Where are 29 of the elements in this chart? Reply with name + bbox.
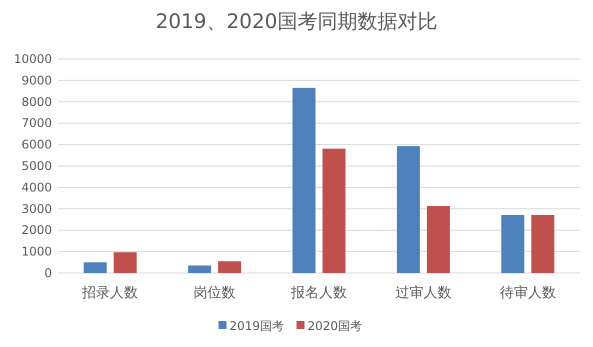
x-tick-label: 岗位数 bbox=[194, 285, 236, 301]
bar bbox=[322, 148, 346, 273]
y-tick-label: 7000 bbox=[21, 116, 52, 130]
bar bbox=[292, 88, 316, 273]
title: 2019、2020国考同期数据对比 bbox=[156, 9, 438, 33]
bar bbox=[426, 206, 450, 273]
bar bbox=[531, 215, 554, 273]
y-tick-label: 0 bbox=[44, 266, 52, 280]
y-tick-label: 8000 bbox=[21, 94, 52, 109]
bar bbox=[84, 262, 107, 273]
bar bbox=[501, 215, 524, 273]
y-tick-label: 5000 bbox=[21, 159, 52, 173]
y-tick-label: 4000 bbox=[21, 180, 52, 194]
bar bbox=[188, 266, 212, 273]
bar bbox=[114, 252, 137, 273]
x-tick-label: 报名人数 bbox=[290, 285, 347, 301]
bar bbox=[396, 146, 420, 273]
y-tick-label: 6000 bbox=[21, 138, 52, 152]
y-tick-label: 10000 bbox=[14, 52, 52, 66]
x-tick-label: 待审人数 bbox=[500, 285, 556, 301]
y-tick-label: 3000 bbox=[21, 202, 52, 216]
legend-label: 2020国考 bbox=[308, 319, 362, 333]
bar bbox=[218, 261, 242, 273]
y-tick-label: 9000 bbox=[21, 73, 52, 88]
x-tick-label: 过审人数 bbox=[395, 285, 452, 301]
y-tick-label: 1000 bbox=[21, 244, 52, 259]
y-tick-label: 2000 bbox=[21, 223, 52, 238]
x-tick-label: 招录人数 bbox=[81, 285, 138, 301]
legend-label: 2019国考 bbox=[230, 319, 284, 333]
